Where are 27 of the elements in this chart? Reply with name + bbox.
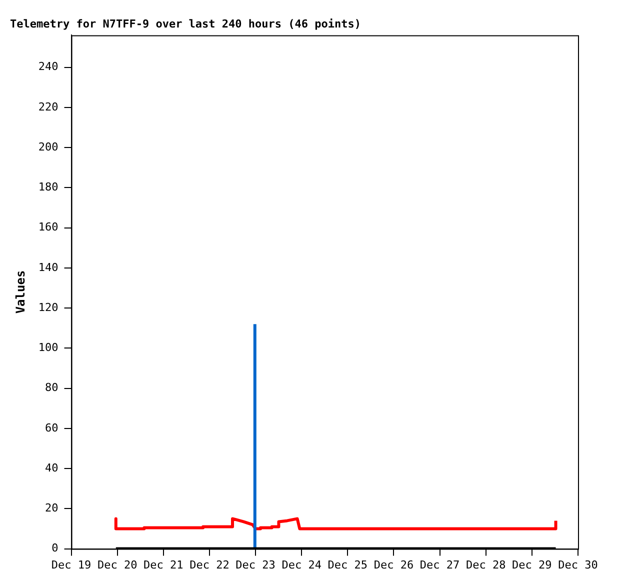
- y-tick-label: 80: [45, 381, 58, 394]
- y-tick-label: 140: [38, 260, 58, 274]
- y-tick-label: 160: [38, 220, 58, 234]
- y-tick-label: 100: [38, 341, 58, 354]
- y-tick-label: 40: [45, 461, 58, 474]
- x-tick-label: Dec 19: [51, 558, 92, 572]
- x-tick-label: Dec 21: [144, 558, 184, 572]
- x-tick-label: Dec 22: [190, 558, 230, 572]
- y-axis-title: Values: [13, 270, 28, 314]
- y-tick-label: 0: [52, 542, 58, 555]
- x-tick-label: Dec 29: [512, 558, 552, 572]
- y-tick-label: 240: [38, 60, 58, 74]
- x-tick-label: Dec 30: [558, 558, 598, 572]
- chart-title: Telemetry for N7TFF-9 over last 240 hours (46 points): [10, 17, 361, 30]
- x-tick-label: Dec 20: [97, 558, 138, 572]
- y-tick-label: 20: [45, 502, 58, 515]
- x-tick-label: Dec 25: [328, 558, 368, 572]
- x-tick-label: Dec 28: [466, 558, 506, 572]
- y-tick-label: 120: [38, 300, 58, 314]
- x-tick-label: Dec 26: [374, 558, 414, 572]
- y-tick-label: 60: [45, 421, 58, 434]
- x-tick-label: Dec 27: [420, 558, 460, 572]
- y-tick-label: 200: [38, 140, 58, 154]
- x-tick-label: Dec 23: [236, 558, 276, 572]
- y-tick-label: 220: [38, 100, 58, 114]
- x-tick-label: Dec 24: [282, 558, 322, 572]
- y-tick-label: 180: [38, 180, 58, 194]
